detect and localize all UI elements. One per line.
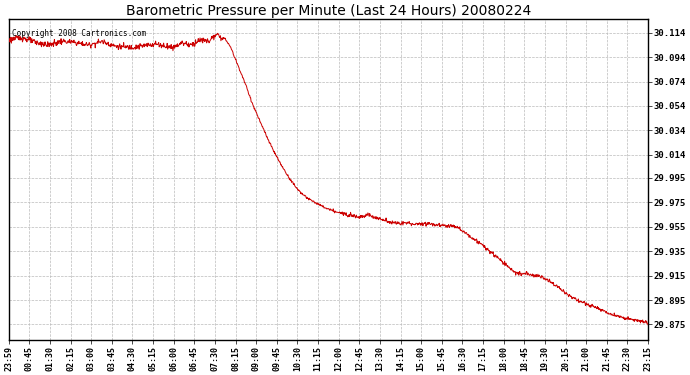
Text: Copyright 2008 Cartronics.com: Copyright 2008 Cartronics.com: [12, 29, 146, 38]
Title: Barometric Pressure per Minute (Last 24 Hours) 20080224: Barometric Pressure per Minute (Last 24 …: [126, 4, 531, 18]
